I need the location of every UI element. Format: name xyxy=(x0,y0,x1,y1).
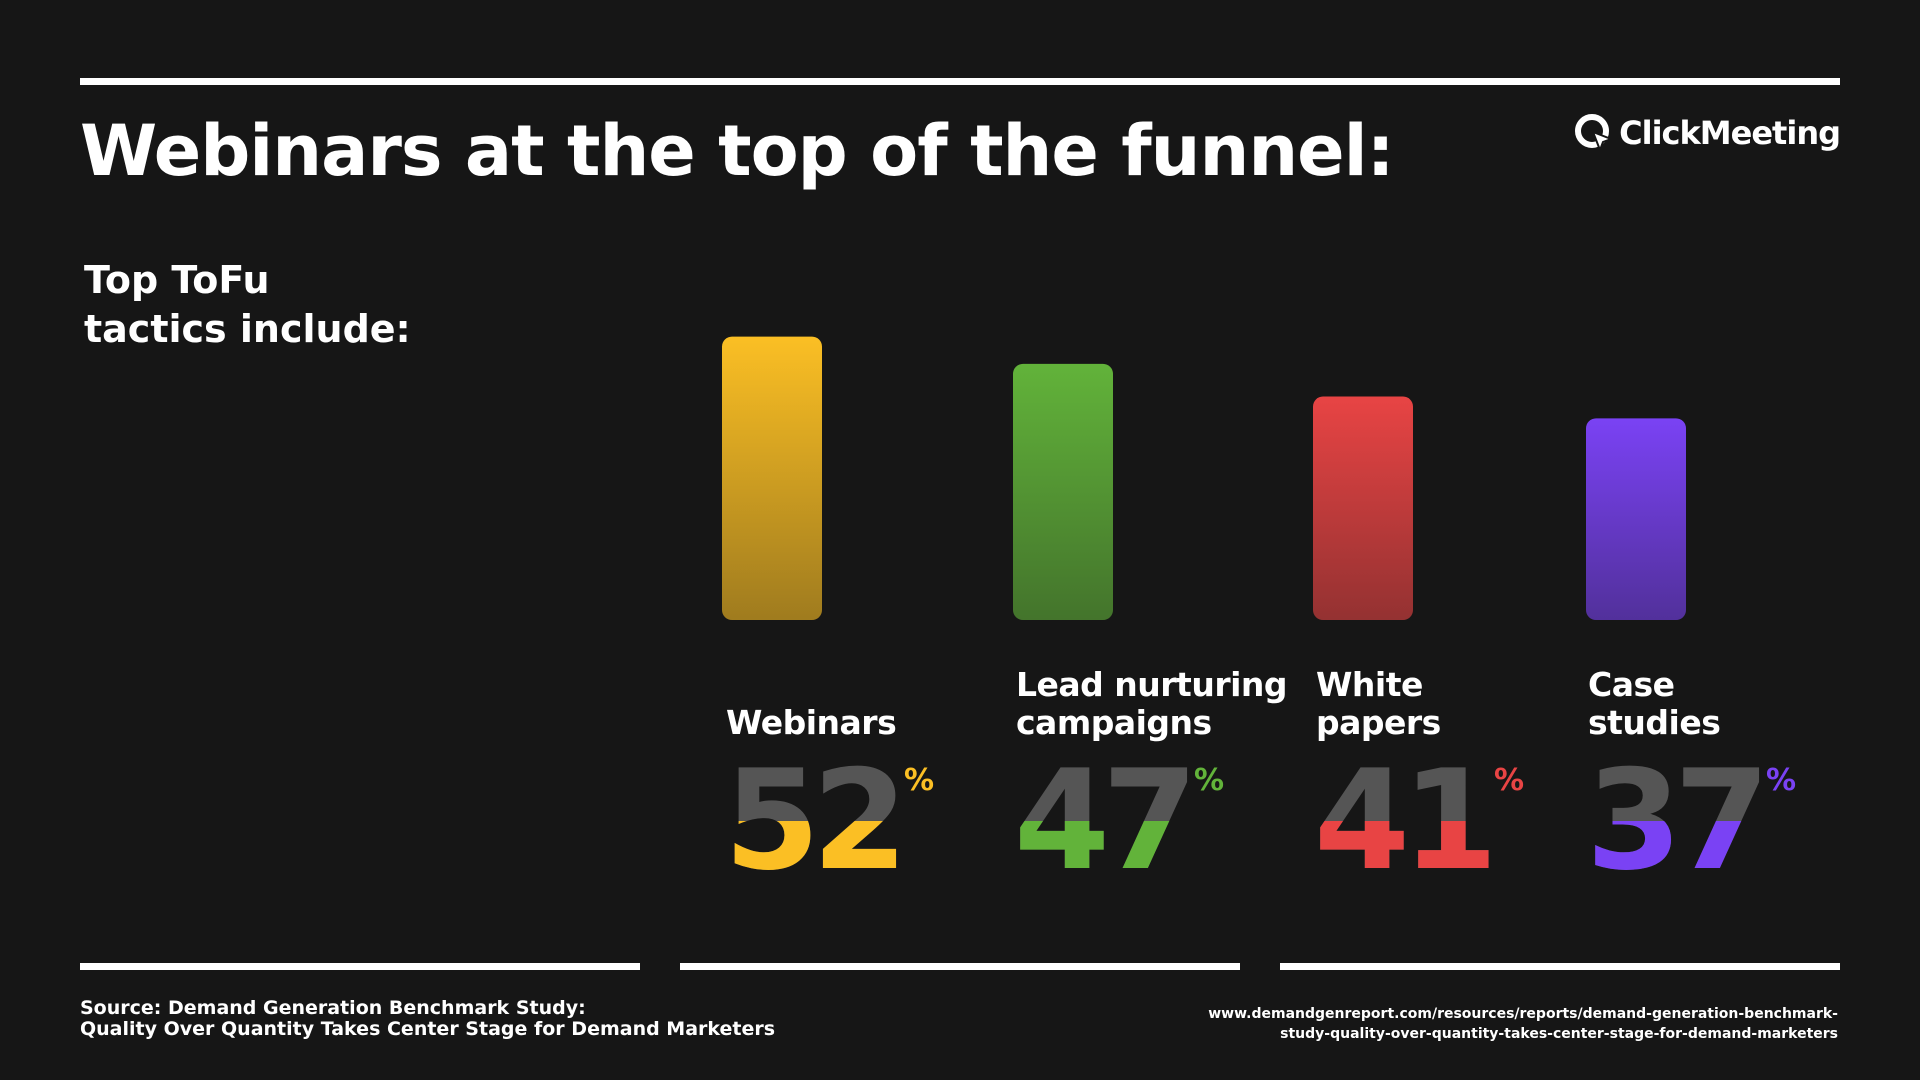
category-label: Webinars xyxy=(726,703,897,742)
category-label: White papers xyxy=(1316,665,1441,742)
footer-divider xyxy=(80,963,640,970)
percent-sign: % xyxy=(1194,763,1225,798)
value-label: 47 47 xyxy=(1014,740,1198,901)
source-url: www.demandgenreport.com/resources/report… xyxy=(1208,1004,1838,1044)
subtitle: Top ToFu tactics include: xyxy=(84,256,411,354)
value-label: 52 52 xyxy=(724,740,908,901)
url-line: study-quality-over-quantity-takes-center… xyxy=(1280,1026,1838,1042)
bar-webinars xyxy=(722,336,822,620)
category-label: Lead nurturing campaigns xyxy=(1016,665,1288,742)
category-label: Case studies xyxy=(1588,665,1721,742)
page-title: Webinars at the top of the funnel: xyxy=(80,110,1395,192)
bar-case-studies xyxy=(1586,418,1686,620)
subtitle-line: tactics include: xyxy=(84,307,411,351)
clickmeeting-logo: ClickMeeting xyxy=(1573,112,1841,154)
bar-lead-nurturing-campaigns xyxy=(1013,363,1113,620)
percent-sign: % xyxy=(1494,763,1525,798)
source-line: Source: Demand Generation Benchmark Stud… xyxy=(80,997,586,1019)
value-label: 37 37 xyxy=(1586,740,1770,901)
percent-sign: % xyxy=(904,763,935,798)
clickmeeting-logo-icon xyxy=(1575,114,1614,153)
bar-white-papers xyxy=(1313,396,1413,620)
top-divider xyxy=(80,78,1840,85)
logo-text: ClickMeeting xyxy=(1619,114,1841,152)
footer-divider xyxy=(1280,963,1840,970)
percent-sign: % xyxy=(1766,763,1797,798)
subtitle-line: Top ToFu xyxy=(84,258,270,302)
value-label: 41 41 xyxy=(1314,740,1498,901)
footer-divider xyxy=(680,963,1240,970)
source-citation: Source: Demand Generation Benchmark Stud… xyxy=(80,998,775,1040)
source-line: Quality Over Quantity Takes Center Stage… xyxy=(80,1018,776,1040)
url-line: www.demandgenreport.com/resources/report… xyxy=(1208,1006,1838,1022)
